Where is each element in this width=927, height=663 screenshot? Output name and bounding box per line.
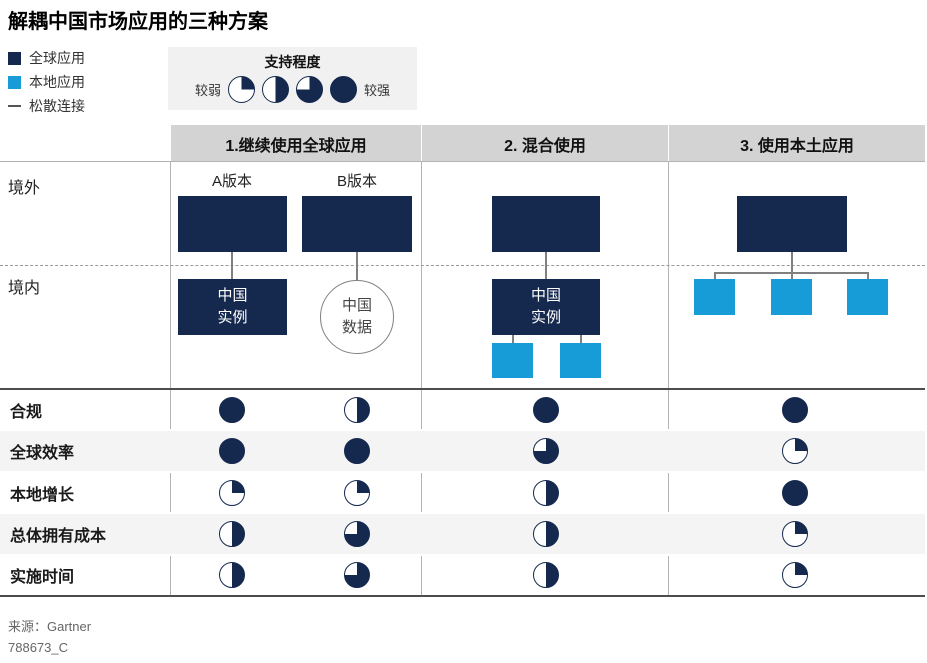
china-instance-box: 中国 实例 — [178, 279, 287, 335]
connector-line — [714, 272, 716, 279]
legend-label: 松散连接 — [29, 98, 85, 114]
china-data-text: 中国 — [341, 297, 372, 315]
local-app-box — [771, 279, 812, 315]
support-pie-25-icon — [228, 76, 255, 103]
rating-pie-icon — [344, 520, 370, 547]
rating-pie-icon — [219, 438, 245, 465]
rating-pie-icon — [219, 396, 245, 423]
rating-pie-icon — [344, 562, 370, 589]
rating-row-label: 全球效率 — [10, 445, 75, 463]
column-divider — [421, 161, 422, 596]
rating-row-implementation-time: 实施时间 — [0, 556, 925, 595]
connector-line — [580, 335, 582, 343]
page-title: 解耦中国市场应用的三种方案 — [8, 11, 268, 33]
legend-item-local-app: 本地应用 — [8, 70, 85, 94]
column-header-1: 1.继续使用全球应用 — [171, 125, 421, 162]
ratings-bottom-rule — [0, 595, 925, 597]
rating-row-label: 本地增长 — [10, 486, 75, 504]
rating-pie-icon — [344, 438, 370, 465]
support-pie-100-icon — [330, 76, 357, 103]
global-app-box-hybrid — [492, 196, 600, 252]
version-b-label: B版本 — [336, 173, 377, 190]
figure-id-label: 788673_C — [8, 640, 68, 655]
rating-pie-icon — [533, 396, 559, 423]
china-instance-text: 中国 — [217, 287, 248, 305]
rating-pie-icon — [782, 562, 808, 589]
local-app-box — [560, 343, 601, 378]
legend: 全球应用 本地应用 松散连接 — [8, 46, 85, 118]
local-app-swatch-icon — [8, 75, 21, 89]
rating-pie-icon — [344, 396, 370, 423]
column-divider — [668, 161, 669, 596]
connector-line — [867, 272, 869, 279]
rating-pie-icon — [782, 396, 808, 423]
local-app-box — [694, 279, 735, 315]
connector-line — [791, 252, 793, 273]
connector-line — [231, 252, 233, 279]
rating-pie-icon — [782, 479, 808, 506]
rating-pie-icon — [533, 438, 559, 465]
column-header-2: 2. 混合使用 — [422, 125, 668, 162]
global-app-swatch-icon — [8, 51, 21, 65]
rating-row-label: 合规 — [10, 403, 43, 421]
support-pie-75-icon — [296, 76, 323, 103]
rating-row-label: 总体拥有成本 — [10, 527, 107, 545]
region-inside-label: 境内 — [8, 280, 41, 297]
rating-pie-icon — [533, 562, 559, 589]
rating-row-compliance: 合规 — [0, 390, 925, 429]
china-instance-text: 实例 — [530, 309, 561, 326]
support-pie-50-icon — [262, 76, 289, 103]
local-app-box — [847, 279, 888, 315]
connector-line — [545, 252, 547, 279]
weak-label: 较弱 — [194, 83, 221, 98]
rating-row-local-growth: 本地增长 — [0, 473, 925, 512]
legend-label: 全球应用 — [29, 50, 85, 66]
loose-connection-line-icon — [8, 105, 21, 107]
strong-label: 较强 — [364, 83, 391, 98]
local-app-box — [492, 343, 533, 378]
border-dashed-divider — [0, 265, 925, 266]
rating-pie-icon — [782, 520, 808, 547]
support-legend-scale: 较弱 较强 — [168, 76, 417, 103]
global-app-box-local — [737, 196, 847, 252]
support-legend-title: 支持程度 — [264, 54, 321, 70]
china-instance-text: 中国 — [530, 287, 561, 305]
rating-pie-icon — [219, 562, 245, 589]
china-data-circle: 中国 数据 — [320, 280, 394, 354]
rating-pie-icon — [533, 520, 559, 547]
region-outside-label: 境外 — [8, 180, 41, 197]
legend-item-global-app: 全球应用 — [8, 46, 85, 70]
column-divider — [170, 161, 171, 596]
china-instance-text: 实例 — [217, 309, 248, 326]
column-header-3: 3. 使用本土应用 — [669, 125, 925, 162]
source-label: 来源：Gartner — [8, 619, 92, 634]
rating-row-label: 实施时间 — [10, 569, 75, 587]
rating-pie-icon — [782, 438, 808, 465]
ratings-table: 合规 全球效率 本地增长 总体拥有成本 — [0, 390, 925, 595]
rating-row-total-cost: 总体拥有成本 — [0, 512, 925, 556]
connector-line — [512, 335, 514, 343]
ratings-top-rule — [0, 388, 925, 390]
connector-line — [791, 272, 793, 279]
rating-pie-icon — [344, 479, 370, 506]
rating-pie-icon — [219, 479, 245, 506]
header-bottom-rule — [0, 161, 925, 162]
rating-pie-icon — [533, 479, 559, 506]
rating-pie-icon — [219, 520, 245, 547]
global-app-box-version-a — [178, 196, 287, 252]
rating-row-global-efficiency: 全球效率 — [0, 429, 925, 473]
global-app-box-version-b — [302, 196, 412, 252]
legend-item-loose-connection: 松散连接 — [8, 94, 85, 118]
support-level-legend: 支持程度 较弱 较强 — [168, 47, 417, 110]
connector-line — [356, 252, 358, 280]
legend-label: 本地应用 — [29, 74, 85, 90]
china-instance-box-hybrid: 中国 实例 — [492, 279, 600, 335]
china-data-text: 数据 — [341, 319, 372, 336]
version-a-label: A版本 — [211, 173, 252, 190]
